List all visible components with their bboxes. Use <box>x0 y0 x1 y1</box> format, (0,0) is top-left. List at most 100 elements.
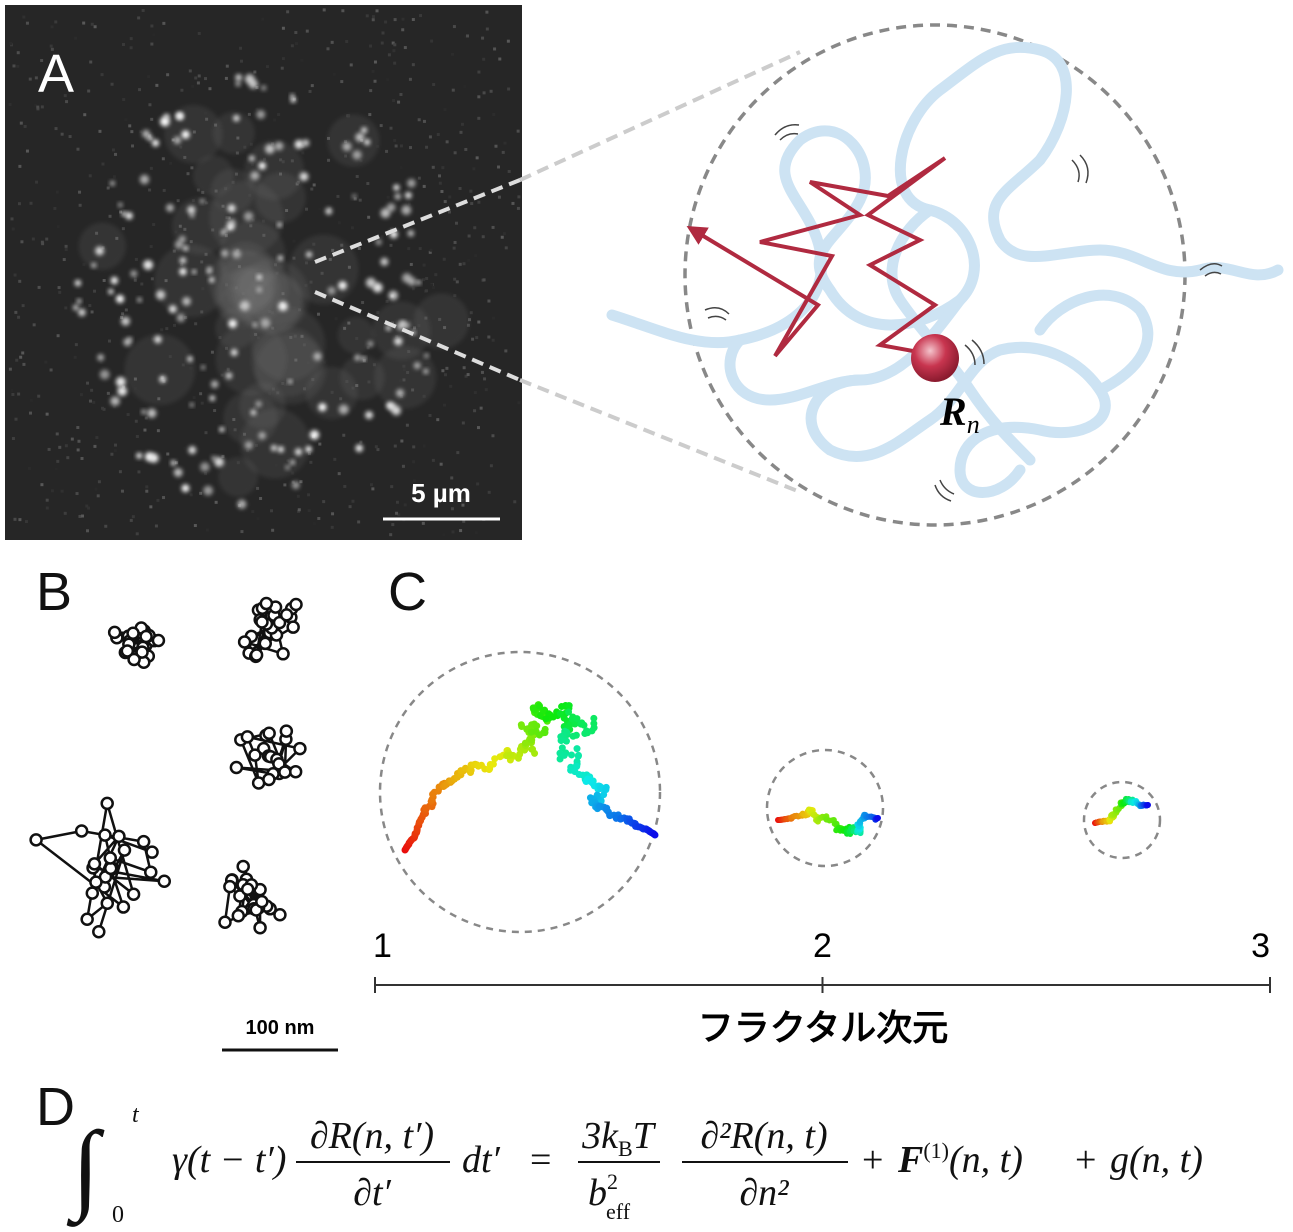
noise <box>436 418 439 421</box>
noise <box>366 182 369 185</box>
noise <box>14 311 17 314</box>
noise <box>459 529 462 532</box>
spot <box>166 204 174 212</box>
eq-term: g(n, t) <box>1110 1139 1203 1181</box>
noise <box>480 407 483 410</box>
spot <box>190 403 194 407</box>
noise <box>17 316 20 319</box>
noise <box>110 453 113 456</box>
noise <box>248 113 251 116</box>
spot <box>227 219 236 228</box>
noise <box>199 492 202 495</box>
noise <box>292 240 295 243</box>
noise <box>198 74 201 77</box>
spot <box>117 386 127 396</box>
noise <box>58 286 61 289</box>
position <box>99 830 110 841</box>
noise <box>53 207 56 210</box>
spot <box>271 445 277 451</box>
noise <box>440 463 443 466</box>
noise <box>441 369 444 372</box>
noise <box>211 351 214 354</box>
noise <box>477 95 480 98</box>
noise <box>297 495 300 498</box>
noise <box>331 41 334 44</box>
noise <box>409 78 412 81</box>
noise <box>134 279 137 282</box>
noise <box>75 343 78 346</box>
noise <box>143 429 146 432</box>
noise <box>150 43 153 46</box>
noise <box>389 244 392 247</box>
spot <box>354 354 360 360</box>
noise <box>111 83 114 86</box>
haze <box>124 334 195 405</box>
spot <box>122 211 127 216</box>
noise <box>173 324 176 327</box>
noise <box>92 401 95 404</box>
noise <box>122 227 125 230</box>
spot <box>288 380 292 384</box>
noise <box>71 438 74 441</box>
noise <box>487 336 490 339</box>
spot <box>116 295 124 303</box>
spot <box>219 427 224 432</box>
noise <box>475 336 478 339</box>
spot <box>207 269 212 274</box>
spot <box>278 301 288 311</box>
spot <box>177 314 185 322</box>
noise <box>399 93 402 96</box>
noise <box>422 522 425 525</box>
spot <box>182 484 190 492</box>
spot <box>352 150 361 159</box>
noise <box>501 236 504 239</box>
position <box>82 914 93 925</box>
noise <box>341 9 344 12</box>
noise <box>372 15 375 18</box>
noise <box>46 413 49 416</box>
noise <box>477 201 480 204</box>
position <box>249 750 260 761</box>
noise <box>482 235 485 238</box>
noise <box>33 323 36 326</box>
spot <box>169 305 177 313</box>
monomer-bead <box>507 752 514 759</box>
spot <box>200 462 210 472</box>
noise <box>266 65 269 68</box>
noise <box>513 500 516 503</box>
noise <box>300 59 303 62</box>
noise <box>517 130 520 133</box>
noise <box>376 448 379 451</box>
noise <box>463 85 466 88</box>
position <box>291 599 302 610</box>
eq-den: ∂n² <box>739 1172 789 1214</box>
noise <box>374 80 377 83</box>
noise <box>56 191 59 194</box>
haze <box>338 317 375 354</box>
noise <box>98 480 101 483</box>
noise <box>380 124 383 127</box>
noise <box>91 23 94 26</box>
noise <box>55 468 58 471</box>
noise <box>369 45 372 48</box>
noise <box>345 40 348 43</box>
noise <box>475 531 478 534</box>
position <box>93 926 104 937</box>
spot <box>352 194 356 198</box>
position <box>145 867 156 878</box>
noise <box>446 140 449 143</box>
noise <box>74 37 77 40</box>
noise <box>389 533 392 536</box>
noise <box>507 40 510 43</box>
noise <box>240 60 243 63</box>
noise <box>451 53 454 56</box>
noise <box>101 407 104 410</box>
noise <box>418 177 421 180</box>
spot <box>231 349 238 356</box>
monomer-bead <box>590 715 597 722</box>
spot <box>235 81 240 86</box>
spot <box>256 401 262 407</box>
position <box>147 847 158 858</box>
noise <box>205 431 208 434</box>
spot <box>290 460 295 465</box>
